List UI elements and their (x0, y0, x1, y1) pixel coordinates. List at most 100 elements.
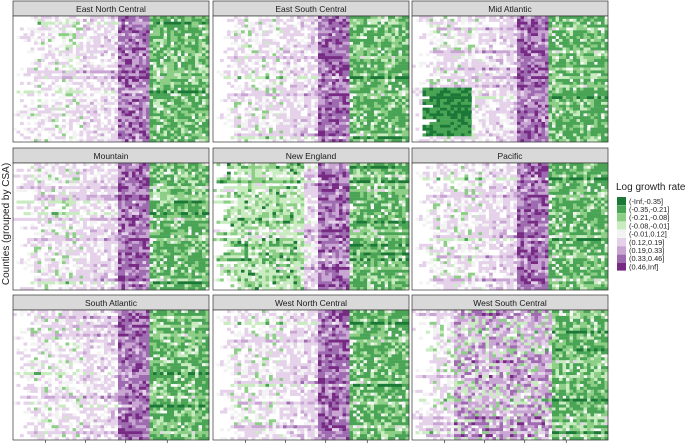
heatmap-cell (191, 47, 196, 51)
heatmap-cell (601, 41, 605, 45)
heatmap-cell (125, 116, 129, 120)
heatmap-cell (55, 119, 59, 123)
heatmap-cell (234, 107, 238, 111)
heatmap-cell (388, 27, 392, 31)
heatmap-cell (580, 27, 584, 31)
heatmap-cell (538, 84, 542, 88)
heatmap-cell (447, 18, 451, 22)
heatmap-cell (128, 70, 133, 74)
heatmap-cell (374, 33, 378, 37)
heatmap-cell (349, 113, 354, 117)
heatmap-cell (170, 107, 175, 111)
heatmap-cell (566, 61, 570, 65)
heatmap-cell (377, 121, 382, 126)
heatmap-cell (37, 119, 42, 123)
heatmap-cell (377, 119, 382, 123)
heatmap-cell (198, 133, 203, 137)
heatmap-cell (513, 70, 518, 74)
heatmap-cell (342, 56, 347, 60)
heatmap-cell (510, 41, 514, 45)
heatmap-cell (335, 133, 340, 137)
heatmap-cell (286, 50, 291, 54)
heatmap-cell (506, 58, 511, 63)
heatmap-cell (314, 41, 319, 45)
heatmap-cell (328, 93, 333, 97)
heatmap-cell (146, 44, 150, 48)
heatmap-cell (402, 101, 406, 105)
heatmap-cell (429, 87, 434, 91)
heatmap-cell (93, 56, 98, 60)
heatmap-cell (377, 104, 382, 108)
heatmap-cell (328, 27, 333, 31)
heatmap-cell (181, 53, 185, 57)
heatmap-cell (527, 16, 532, 20)
heatmap-cell (262, 104, 266, 108)
heatmap-cell (531, 18, 535, 22)
heatmap-cell (325, 99, 329, 103)
heatmap-cell (160, 38, 164, 42)
heatmap-cell (167, 27, 171, 31)
heatmap-cell (520, 76, 525, 80)
heatmap-cell (370, 81, 375, 85)
heatmap-cell (142, 38, 147, 42)
heatmap-cell (297, 104, 301, 108)
heatmap-cell (321, 21, 326, 25)
heatmap-cell (128, 136, 133, 140)
heatmap-cell (174, 104, 178, 108)
heatmap-cell (314, 99, 319, 103)
heatmap-cell (524, 44, 528, 48)
heatmap-cell (464, 38, 469, 42)
heatmap-cell (587, 24, 591, 28)
heatmap-cell (118, 44, 122, 48)
heatmap-cell (118, 73, 122, 77)
heatmap-cell (566, 76, 570, 80)
heatmap-cell (237, 58, 242, 63)
heatmap-cell (149, 110, 154, 114)
heatmap-cell (377, 56, 382, 60)
heatmap-cell (83, 121, 87, 126)
heatmap-cell (524, 27, 528, 31)
heatmap-cell (520, 56, 525, 60)
heatmap-cell (290, 18, 294, 22)
heatmap-cell (601, 18, 605, 22)
heatmap-cell (381, 41, 385, 45)
heatmap-cell (265, 113, 270, 117)
heatmap-cell (475, 58, 479, 63)
heatmap-cell (100, 136, 105, 140)
heatmap-cell (587, 36, 591, 40)
heatmap-cell (391, 30, 396, 34)
heatmap-cell (601, 73, 605, 77)
heatmap-cell (160, 16, 164, 20)
heatmap-cell (163, 61, 168, 65)
heatmap-cell (384, 136, 389, 140)
heatmap-cell (531, 36, 535, 40)
heatmap-cell (184, 27, 189, 31)
heatmap-cell (69, 21, 73, 25)
heatmap-cell (125, 27, 129, 31)
heatmap-cell (555, 61, 560, 65)
heatmap-cell (100, 127, 105, 131)
heatmap-cell (524, 38, 528, 42)
heatmap-cell (548, 33, 553, 37)
heatmap-cell (566, 70, 570, 74)
heatmap-cell (405, 53, 410, 57)
heatmap-cell (198, 96, 203, 100)
heatmap-cell (255, 87, 259, 91)
heatmap-cell (342, 116, 347, 120)
heatmap-cell (405, 16, 410, 20)
heatmap-cell (534, 41, 539, 45)
heatmap-cell (184, 104, 189, 108)
heatmap-cell (405, 24, 410, 28)
heatmap-cell (34, 139, 38, 143)
heatmap-cell (181, 116, 185, 120)
heatmap-cell (541, 24, 546, 28)
heatmap-cell (499, 79, 504, 83)
heatmap-cell (395, 96, 399, 100)
heatmap-cell (384, 58, 389, 63)
heatmap-cell (450, 18, 455, 22)
heatmap-cell (195, 107, 199, 111)
heatmap-cell (100, 67, 105, 71)
heatmap-cell (97, 41, 101, 45)
heatmap-cell (478, 41, 483, 45)
heatmap-cell (601, 36, 605, 40)
